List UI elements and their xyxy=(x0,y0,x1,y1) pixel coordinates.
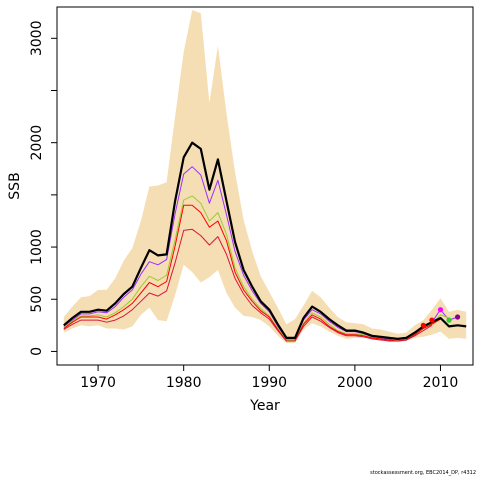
x-tick-label-2000: 2000 xyxy=(337,375,373,391)
y-axis: 0 500 1000 2000 3000 xyxy=(29,20,58,356)
y-tick-label-3000: 3000 xyxy=(29,20,45,56)
points-layer xyxy=(420,307,461,328)
x-axis-label: Year xyxy=(249,398,280,414)
y-axis-label: SSB xyxy=(7,172,23,199)
confidence-band xyxy=(63,10,467,344)
x-tick-label-1980: 1980 xyxy=(166,375,202,391)
data-point-3 xyxy=(437,307,444,313)
series-line-red xyxy=(63,204,441,342)
data-point-5 xyxy=(454,314,461,320)
y-tick-label-2000: 2000 xyxy=(29,125,45,161)
data-point-2 xyxy=(429,317,435,323)
data-point-4 xyxy=(446,317,452,323)
footer-credit: stockassessment.org, EBC2014_DP, r4312 xyxy=(370,470,476,476)
x-tick-label-1990: 1990 xyxy=(251,375,287,391)
y-tick-label-1000: 1000 xyxy=(29,229,45,265)
x-tick-label-2010: 2010 xyxy=(423,375,459,391)
series-line-main xyxy=(63,141,467,340)
series-line-crimson xyxy=(63,228,433,342)
data-point-1 xyxy=(420,322,426,328)
y-tick-label-0: 0 xyxy=(29,347,45,356)
x-tick-label-1970: 1970 xyxy=(80,375,116,391)
confidence-band-layer xyxy=(63,10,467,344)
series-lines-layer xyxy=(63,141,467,342)
x-axis: 1970 1980 1990 2000 2010 xyxy=(80,364,459,391)
y-tick-label-500: 500 xyxy=(29,286,45,313)
